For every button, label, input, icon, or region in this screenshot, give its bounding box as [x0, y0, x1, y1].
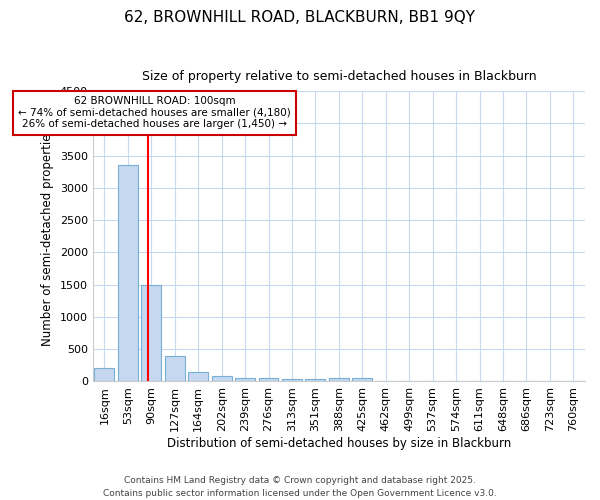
Bar — [352, 378, 372, 382]
Y-axis label: Number of semi-detached properties: Number of semi-detached properties — [41, 127, 54, 346]
Bar — [329, 378, 349, 382]
Bar — [165, 356, 185, 382]
Bar — [259, 378, 278, 382]
Bar — [188, 372, 208, 382]
Bar — [305, 379, 325, 382]
Text: 62 BROWNHILL ROAD: 100sqm
← 74% of semi-detached houses are smaller (4,180)
26% : 62 BROWNHILL ROAD: 100sqm ← 74% of semi-… — [19, 96, 291, 130]
Bar — [212, 376, 232, 382]
Bar — [282, 379, 302, 382]
Bar — [142, 284, 161, 382]
Bar — [235, 378, 255, 382]
Text: Contains HM Land Registry data © Crown copyright and database right 2025.
Contai: Contains HM Land Registry data © Crown c… — [103, 476, 497, 498]
X-axis label: Distribution of semi-detached houses by size in Blackburn: Distribution of semi-detached houses by … — [167, 437, 511, 450]
Title: Size of property relative to semi-detached houses in Blackburn: Size of property relative to semi-detach… — [142, 70, 536, 83]
Text: 62, BROWNHILL ROAD, BLACKBURN, BB1 9QY: 62, BROWNHILL ROAD, BLACKBURN, BB1 9QY — [125, 10, 476, 25]
Bar — [94, 368, 115, 382]
Bar — [118, 164, 138, 382]
